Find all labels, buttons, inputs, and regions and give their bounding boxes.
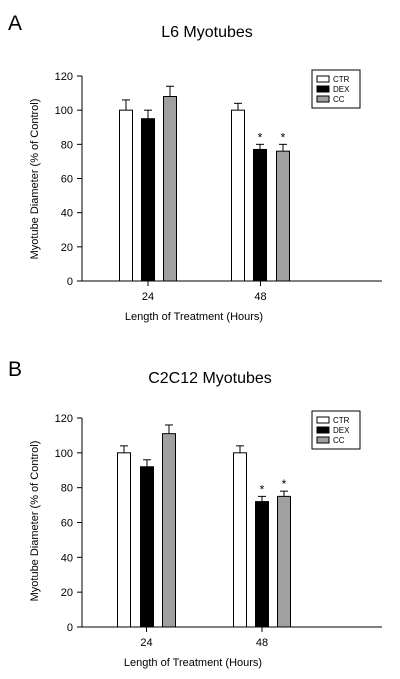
x-tick-label: 48 xyxy=(256,637,268,649)
y-axis-label: Myotube Diameter (% of Control) xyxy=(29,441,41,602)
y-tick-label: 80 xyxy=(61,483,73,495)
legend-label: CTR xyxy=(333,75,350,84)
panel-a: A L6 Myotubes Length of Treatment (Hours… xyxy=(8,12,382,323)
legend-swatch-dex xyxy=(316,85,330,93)
bar-dex xyxy=(253,148,267,282)
significance-marker: * xyxy=(281,130,286,144)
bar-cc xyxy=(162,433,176,628)
bar-dex xyxy=(140,466,154,628)
y-tick-label: 20 xyxy=(61,242,73,254)
bar-dex xyxy=(141,118,155,282)
y-tick-label: 60 xyxy=(61,518,73,530)
significance-marker: * xyxy=(260,482,265,496)
legend-label: CC xyxy=(333,95,345,104)
bar-ctr xyxy=(119,109,133,282)
x-axis-label: Length of Treatment (Hours) xyxy=(124,657,262,669)
bar-dex xyxy=(255,501,269,628)
significance-marker: * xyxy=(282,477,287,491)
legend-swatch-cc xyxy=(316,95,330,103)
y-tick-label: 120 xyxy=(55,71,73,83)
y-tick-label: 40 xyxy=(61,208,73,220)
legend-swatch-ctr xyxy=(316,75,330,83)
y-tick-label: 20 xyxy=(61,587,73,599)
x-tick-label: 48 xyxy=(254,291,266,303)
panel-letter: B xyxy=(8,358,22,381)
chart-title: C2C12 Myotubes xyxy=(148,370,272,387)
legend-label: CTR xyxy=(333,416,350,425)
panel-b: B C2C12 Myotubes Length of Treatment (Ho… xyxy=(8,358,382,669)
bar-cc xyxy=(277,495,291,628)
y-tick-label: 0 xyxy=(67,276,73,288)
chart-title: L6 Myotubes xyxy=(161,24,253,41)
y-tick-label: 80 xyxy=(61,139,73,151)
y-tick-label: 60 xyxy=(61,174,73,186)
bar-cc xyxy=(163,96,177,282)
panel-letter: A xyxy=(8,12,22,35)
legend-swatch-dex xyxy=(316,426,330,434)
bar-ctr xyxy=(233,452,247,628)
significance-marker: * xyxy=(258,130,263,144)
legend-swatch-cc xyxy=(316,436,330,444)
legend-label: DEX xyxy=(333,85,350,94)
legend-swatch-ctr xyxy=(316,416,330,424)
y-axis-label: Myotube Diameter (% of Control) xyxy=(29,99,41,260)
bar-ctr xyxy=(117,452,131,628)
x-tick-label: 24 xyxy=(140,637,152,649)
legend-label: DEX xyxy=(333,426,350,435)
y-tick-label: 120 xyxy=(55,413,73,425)
bar-ctr xyxy=(231,109,245,282)
bar-cc xyxy=(276,150,290,282)
x-tick-label: 24 xyxy=(142,291,154,303)
y-tick-label: 40 xyxy=(61,552,73,564)
y-tick-label: 0 xyxy=(67,622,73,634)
y-tick-label: 100 xyxy=(55,105,73,117)
legend-label: CC xyxy=(333,436,345,445)
x-axis-label: Length of Treatment (Hours) xyxy=(125,311,263,323)
y-tick-label: 100 xyxy=(55,448,73,460)
